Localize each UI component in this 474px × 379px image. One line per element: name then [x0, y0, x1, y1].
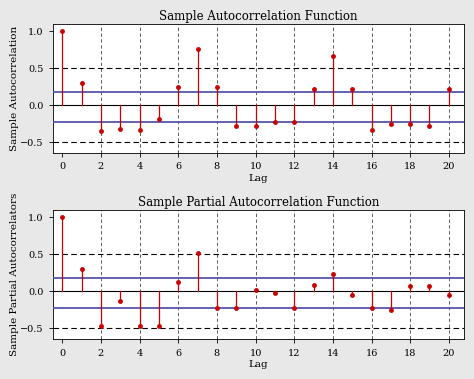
X-axis label: Lag: Lag [249, 174, 268, 183]
Y-axis label: Sample Partial Autocorrelators: Sample Partial Autocorrelators [10, 193, 18, 356]
Title: Sample Partial Autocorrelation Function: Sample Partial Autocorrelation Function [138, 196, 379, 209]
Title: Sample Autocorrelation Function: Sample Autocorrelation Function [159, 10, 358, 23]
Y-axis label: Sample Autocorrelation: Sample Autocorrelation [10, 26, 18, 151]
X-axis label: Lag: Lag [249, 360, 268, 369]
